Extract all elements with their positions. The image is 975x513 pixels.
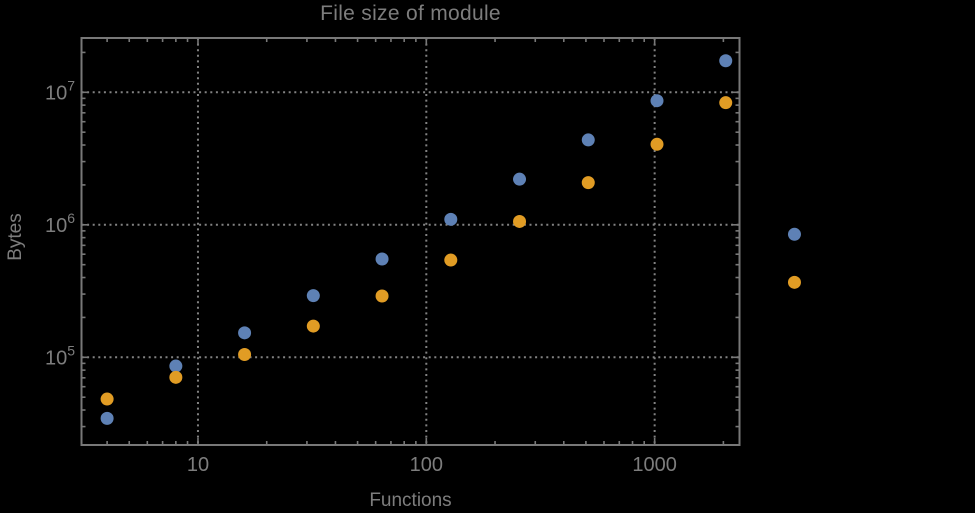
data-point-series-1 (719, 54, 733, 68)
data-point-series-1 (375, 252, 389, 266)
data-point-series-2 (238, 347, 252, 361)
data-point-series-1 (169, 359, 183, 373)
data-point-series-1 (100, 411, 114, 425)
data-point-series-1 (650, 94, 664, 108)
data-point-series-2 (513, 214, 527, 228)
data-point-series-1 (513, 172, 527, 186)
data-point-series-2 (787, 275, 801, 289)
data-point-series-1 (306, 289, 320, 303)
data-point-series-2 (375, 289, 389, 303)
x-axis-label: Functions (369, 490, 452, 511)
y-tick-label: 107 (45, 77, 75, 104)
data-point-series-2 (100, 392, 114, 406)
data-point-series-2 (650, 137, 664, 151)
data-point-series-1 (787, 227, 801, 241)
data-point-series-2 (719, 96, 733, 110)
x-tick-label: 10 (187, 454, 209, 476)
data-point-series-2 (444, 253, 458, 267)
data-point-series-1 (581, 133, 595, 147)
plot-frame (80, 37, 741, 446)
x-tick-label: 100 (410, 454, 443, 476)
data-point-series-2 (169, 370, 183, 384)
y-tick-label: 105 (45, 342, 75, 369)
data-point-series-2 (581, 176, 595, 190)
x-tick-label: 1000 (632, 454, 677, 476)
y-axis-label: Bytes (5, 213, 26, 261)
data-point-series-1 (444, 212, 458, 226)
y-tick-label: 106 (45, 210, 75, 237)
data-point-series-1 (238, 326, 252, 340)
chart-title: File size of module (320, 2, 501, 25)
data-point-series-2 (306, 319, 320, 333)
